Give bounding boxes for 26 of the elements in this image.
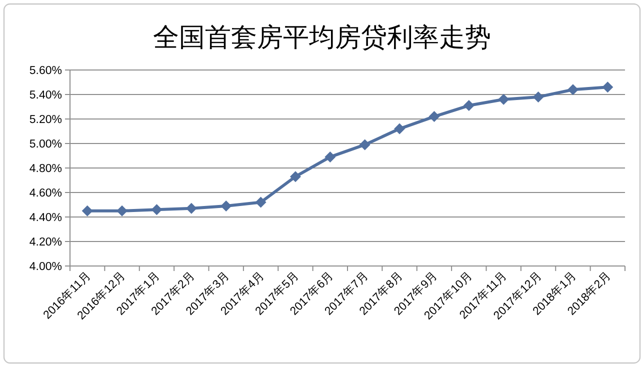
y-tick-label: 5.40%: [29, 90, 62, 102]
point: [255, 196, 266, 208]
y-tick-label: 4.00%: [29, 261, 62, 273]
point: [463, 100, 474, 112]
point: [428, 111, 440, 122]
y-tick-label: 5.00%: [29, 138, 62, 150]
point: [151, 204, 162, 216]
point: [532, 91, 544, 102]
point: [82, 205, 93, 216]
y-tick-label: 4.60%: [29, 188, 62, 200]
point: [290, 171, 301, 182]
point: [602, 82, 614, 93]
point: [359, 139, 370, 150]
point: [394, 123, 406, 134]
y-tick-label: 4.40%: [29, 212, 62, 224]
point: [116, 205, 128, 216]
point: [186, 202, 197, 214]
point: [324, 151, 336, 162]
y-tick-label: 4.20%: [29, 236, 62, 248]
chart-title: 全国首套房平均房贷利率走势: [153, 23, 491, 53]
point: [567, 84, 578, 96]
y-tick-label: 5.20%: [29, 114, 62, 126]
point: [220, 200, 232, 212]
y-tick-label: 4.80%: [29, 163, 62, 175]
point: [498, 94, 510, 105]
y-tick-label: 5.60%: [29, 65, 62, 77]
